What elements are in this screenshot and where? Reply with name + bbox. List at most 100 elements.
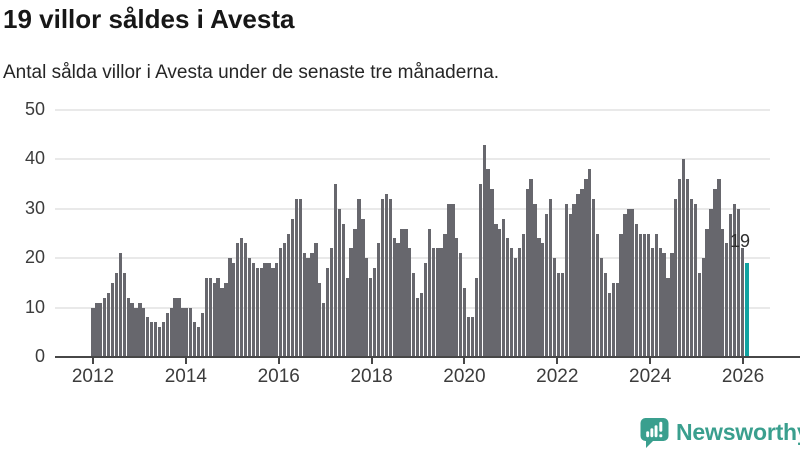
bar-month-119 (556, 273, 561, 357)
bar-month-161 (721, 228, 725, 357)
bar-month-90 (443, 233, 447, 357)
bar-month-102 (490, 189, 494, 357)
gridline-y-20 (55, 257, 770, 260)
bar-month-16 (153, 322, 158, 357)
x-tick-label-2022: 2022 (536, 366, 579, 387)
y-tick-label-20: 20 (24, 247, 45, 268)
bar-month-42 (255, 268, 259, 357)
bar-month-47 (275, 263, 279, 357)
y-tick-label-10: 10 (24, 296, 45, 317)
bar-month-147 (666, 277, 670, 357)
bar-month-62 (333, 184, 338, 357)
bar-month-94 (459, 253, 463, 357)
bar-month-165 (736, 208, 741, 357)
bar-month-9 (126, 297, 130, 357)
bar-month-35 (228, 258, 232, 357)
bar-month-112 (529, 179, 533, 357)
x-axis-line (55, 356, 800, 358)
x-tick-label-2018: 2018 (350, 366, 393, 387)
y-tick-label-50: 50 (24, 99, 45, 119)
bar-month-157 (705, 228, 709, 357)
bar-month-144 (654, 233, 658, 357)
bar-month-73 (376, 243, 381, 357)
bar-month-0 (91, 307, 95, 357)
bar-month-1 (95, 302, 99, 357)
bar-month-20 (169, 307, 173, 357)
bar-month-48 (279, 248, 283, 357)
bar-month-31 (212, 282, 216, 357)
bar-month-29 (204, 277, 209, 357)
bar-month-152 (685, 179, 690, 357)
bar-month-59 (322, 302, 326, 357)
bar-month-156 (701, 258, 705, 357)
bar-month-120 (560, 273, 565, 357)
bar-month-153 (689, 198, 694, 357)
bar-month-95 (462, 287, 467, 357)
bar-month-32 (216, 277, 220, 357)
bar-month-109 (517, 248, 521, 357)
bar-month-36 (232, 263, 236, 357)
bar-month-69 (361, 218, 365, 357)
bar-month-145 (658, 248, 662, 357)
bar-month-113 (533, 203, 537, 357)
plot-area (55, 109, 770, 357)
bar-month-79 (400, 228, 404, 357)
bar-month-162 (725, 243, 729, 357)
bar-month-41 (251, 263, 255, 357)
bar-month-27 (196, 327, 201, 357)
bar-month-158 (709, 208, 713, 357)
bar-month-53 (298, 198, 302, 357)
bar-month-123 (572, 203, 576, 357)
bar-month-37 (236, 243, 240, 357)
y-tick-label-40: 40 (24, 148, 45, 169)
bar-month-86 (427, 228, 432, 357)
bar-month-99 (478, 184, 482, 357)
bar-month-131 (603, 273, 608, 357)
bar-month-18 (161, 322, 165, 357)
bar-month-65 (345, 277, 349, 357)
bar-month-83 (415, 297, 420, 357)
bar-month-77 (392, 238, 396, 357)
bar-month-96 (466, 317, 471, 357)
brand-wordmark: Newsworthy (676, 418, 800, 445)
bar-month-149 (674, 198, 678, 357)
x-tick-2026 (742, 358, 745, 364)
bar-month-70 (365, 258, 369, 357)
bar-month-5 (110, 282, 115, 357)
bar-month-107 (509, 248, 514, 357)
bar-month-146 (662, 253, 666, 357)
bar-month-126 (584, 179, 588, 357)
bar-month-154 (693, 203, 698, 357)
bar-chart-speech-bubble-icon (640, 417, 669, 448)
bar-month-134 (615, 282, 619, 357)
x-tick-2024 (649, 358, 652, 364)
bar-month-64 (341, 223, 345, 357)
bar-month-129 (595, 233, 600, 357)
bar-month-93 (455, 238, 459, 357)
bar-month-12 (138, 302, 142, 357)
bar-month-164 (732, 203, 737, 357)
gridline-y-30 (55, 207, 770, 210)
bar-month-106 (505, 238, 510, 357)
bar-month-128 (592, 198, 596, 357)
bar-month-49 (282, 243, 287, 357)
newsworthy-logo[interactable]: Newsworthy (640, 416, 800, 448)
bar-month-30 (208, 277, 212, 357)
bar-month-45 (267, 263, 271, 357)
x-tick-2012 (92, 358, 94, 364)
bar-month-74 (380, 198, 385, 357)
bar-month-140 (638, 233, 643, 357)
bar-month-34 (224, 282, 228, 357)
bar-month-88 (435, 248, 439, 357)
bar-month-2 (99, 302, 103, 357)
x-tick-label-2026: 2026 (721, 366, 765, 387)
latest-value-label: 19 (729, 231, 750, 251)
bar-month-76 (388, 198, 392, 357)
x-tick-label-2016: 2016 (257, 366, 300, 387)
bar-month-38 (239, 238, 244, 357)
bar-month-97 (470, 317, 475, 357)
bar-month-61 (329, 248, 334, 357)
bar-month-101 (486, 169, 490, 357)
bar-month-138 (631, 208, 635, 357)
bar-month-46 (271, 268, 275, 357)
